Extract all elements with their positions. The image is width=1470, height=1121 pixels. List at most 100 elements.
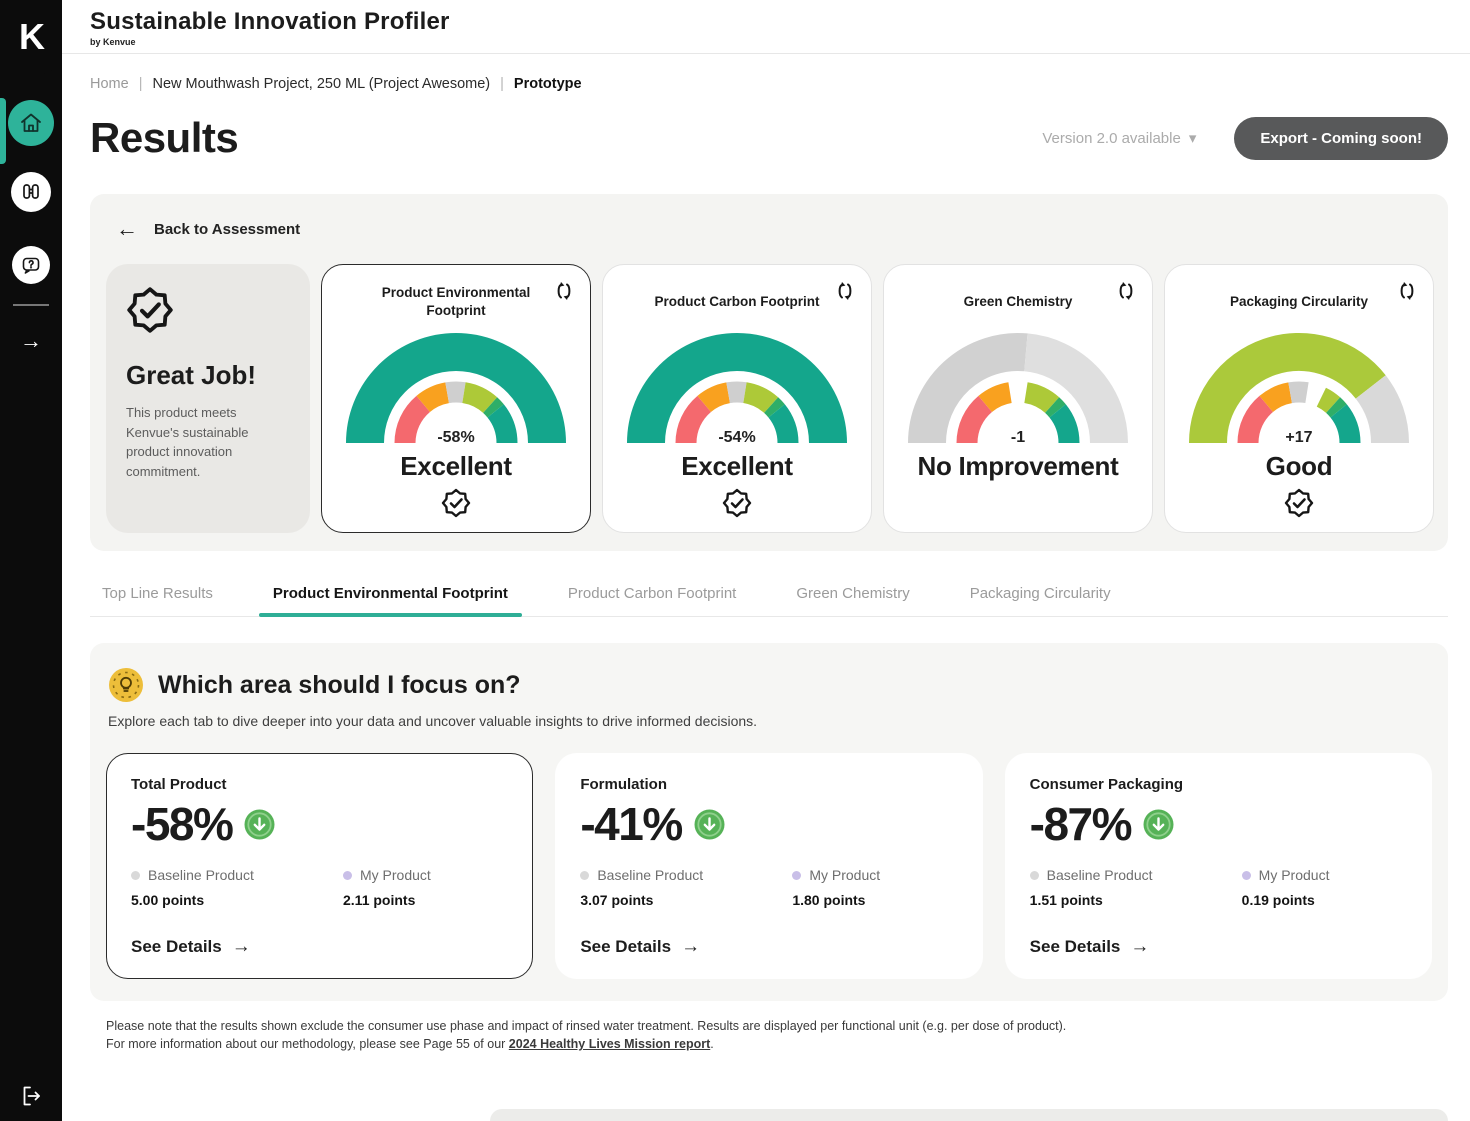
gauge-card-product-carbon-footprint[interactable]: Product Carbon Footprint -54% Excellent — [602, 264, 872, 533]
seal-check-icon — [441, 488, 471, 518]
by-label: by — [90, 37, 101, 47]
tab-green-chemistry[interactable]: Green Chemistry — [796, 585, 910, 602]
legend-my-product: My Product — [343, 867, 431, 883]
tab-product-carbon-footprint[interactable]: Product Carbon Footprint — [567, 585, 737, 602]
see-details-label: See Details — [131, 937, 222, 956]
refresh-icon[interactable] — [1116, 281, 1136, 301]
seal-check-icon — [126, 286, 290, 334]
breadcrumb-current: Prototype — [513, 76, 582, 92]
gauge-title: Green Chemistry — [963, 294, 1073, 310]
brand-name: Kenvue — [103, 37, 136, 47]
version-dropdown[interactable]: Version 2.0 available ▾ — [1042, 129, 1197, 148]
breadcrumb-separator: | — [138, 76, 143, 92]
gauge-rating: Good — [1265, 451, 1333, 481]
back-label: Back to Assessment — [154, 220, 301, 238]
see-details-link[interactable]: See Details → — [580, 936, 957, 958]
arrow-right-icon: → — [1130, 936, 1150, 957]
page-title: Results — [90, 114, 239, 161]
see-details-link[interactable]: See Details → — [131, 936, 508, 958]
see-details-link[interactable]: See Details → — [1030, 936, 1407, 958]
summary-title: Great Job! — [126, 360, 257, 390]
sidebar-item-help[interactable] — [12, 246, 50, 284]
arrow-right-icon: → — [681, 936, 701, 957]
focus-card-value: -41% — [580, 798, 683, 850]
legend-baseline: Baseline Product — [580, 867, 792, 883]
arrow-down-circle-icon — [244, 809, 275, 840]
my-product-points: 0.19 points — [1241, 892, 1315, 908]
footnote-line1: Please note that the results shown exclu… — [106, 1019, 1067, 1033]
see-details-label: See Details — [1029, 937, 1121, 956]
gauge-chart: -1 — [905, 331, 1131, 446]
legend-my-product-label: My Product — [360, 867, 431, 883]
version-label: Version 2.0 available — [1042, 129, 1181, 147]
focus-card-title: Consumer Packaging — [1029, 776, 1184, 793]
gauge-rating: Excellent — [400, 451, 512, 481]
legend-my-product: My Product — [792, 867, 880, 883]
gauge-card-green-chemistry[interactable]: Green Chemistry -1 No Improvement — [883, 264, 1153, 533]
my-product-dot-icon — [343, 870, 352, 880]
export-button[interactable]: Export - Coming soon! — [1234, 116, 1448, 160]
focus-card-consumer-packaging[interactable]: Consumer Packaging -87% Baseline Product… — [1004, 753, 1432, 979]
footnote-line2: For more information about our methodolo… — [106, 1035, 1448, 1053]
gauge-card-packaging-circularity[interactable]: Packaging Circularity +17 Good — [1164, 264, 1434, 533]
focus-card-title: Formulation — [580, 776, 667, 793]
active-nav-indicator — [0, 98, 6, 164]
footnote-line2-suffix: . — [710, 1037, 714, 1052]
breadcrumb: Home | New Mouthwash Project, 250 ML (Pr… — [90, 54, 1448, 92]
my-product-dot-icon — [792, 870, 802, 880]
refresh-icon[interactable] — [835, 281, 855, 301]
breadcrumb-project[interactable]: New Mouthwash Project, 250 ML (Project A… — [152, 76, 491, 92]
sidebar: K — [0, 0, 62, 1121]
kenvue-logo-letter: K — [19, 16, 45, 57]
back-to-assessment-link[interactable]: ← Back to Assessment — [106, 216, 1434, 242]
assessment-panel: ← Back to Assessment Great Job! This pro… — [90, 194, 1448, 551]
logout-button[interactable] — [0, 1083, 62, 1109]
refresh-icon[interactable] — [1397, 281, 1417, 301]
tab-top-line-results[interactable]: Top Line Results — [102, 585, 213, 602]
sidebar-item-explore[interactable] — [11, 172, 51, 212]
sidebar-item-home[interactable] — [8, 100, 54, 146]
summary-description: This product meets Kenvue's sustainable … — [126, 405, 249, 479]
focus-subtitle: Explore each tab to dive deeper into you… — [108, 713, 758, 729]
gauge-chart: +17 — [1186, 331, 1412, 446]
focus-panel: Which area should I focus on? Explore ea… — [90, 643, 1448, 1001]
sidebar-expand-button[interactable]: → — [20, 328, 42, 354]
app-byline: by Kenvue — [90, 37, 1448, 47]
results-tabs: Top Line Results Product Environmental F… — [90, 575, 1448, 617]
breadcrumb-separator: | — [500, 76, 504, 92]
tab-product-environmental-footprint[interactable]: Product Environmental Footprint — [258, 575, 522, 617]
kenvue-logo[interactable]: K — [0, 0, 62, 74]
focus-card-formulation[interactable]: Formulation -41% Baseline Product 3.07 p… — [555, 753, 983, 979]
legend-baseline-label: Baseline Product — [1046, 867, 1153, 883]
tab-packaging-circularity[interactable]: Packaging Circularity — [969, 585, 1111, 602]
legend-baseline-label: Baseline Product — [597, 867, 704, 883]
summary-card: Great Job! This product meets Kenvue's s… — [106, 264, 310, 533]
breadcrumb-home[interactable]: Home — [90, 76, 129, 92]
gauge-rating: No Improvement — [917, 451, 1119, 481]
binoculars-icon — [19, 180, 43, 204]
main-content: Sustainable Innovation Profiler by Kenvu… — [62, 0, 1470, 1053]
see-details-label: See Details — [580, 937, 672, 956]
gauge-card-product-environmental-footprint[interactable]: Product Environmental Footprint -58% Exc… — [321, 264, 591, 533]
my-product-dot-icon — [1241, 870, 1251, 880]
arrow-down-circle-icon — [694, 809, 725, 840]
focus-card-title: Total Product — [131, 776, 227, 793]
baseline-dot-icon — [580, 870, 590, 880]
focus-card-total-product[interactable]: Total Product -58% Baseline Product 5.00… — [106, 753, 534, 979]
help-chat-icon — [20, 254, 42, 276]
arrow-down-circle-icon — [1143, 809, 1174, 840]
chevron-down-icon: ▾ — [1188, 130, 1197, 147]
baseline-points: 3.07 points — [580, 892, 654, 908]
mission-report-link[interactable]: 2024 Healthy Lives Mission report — [508, 1037, 711, 1052]
focus-title: Which area should I focus on? — [158, 670, 521, 699]
gauge-title: Product Carbon Footprint — [654, 294, 820, 310]
legend-my-product-label: My Product — [809, 867, 881, 883]
seal-check-icon — [1284, 488, 1314, 518]
seal-check-icon — [722, 488, 752, 518]
next-section-edge — [490, 1109, 1448, 1121]
baseline-points: 5.00 points — [131, 892, 205, 908]
baseline-dot-icon — [1029, 870, 1039, 880]
legend-my-product-label: My Product — [1258, 867, 1330, 883]
my-product-points: 1.80 points — [792, 892, 866, 908]
refresh-icon[interactable] — [554, 281, 574, 301]
